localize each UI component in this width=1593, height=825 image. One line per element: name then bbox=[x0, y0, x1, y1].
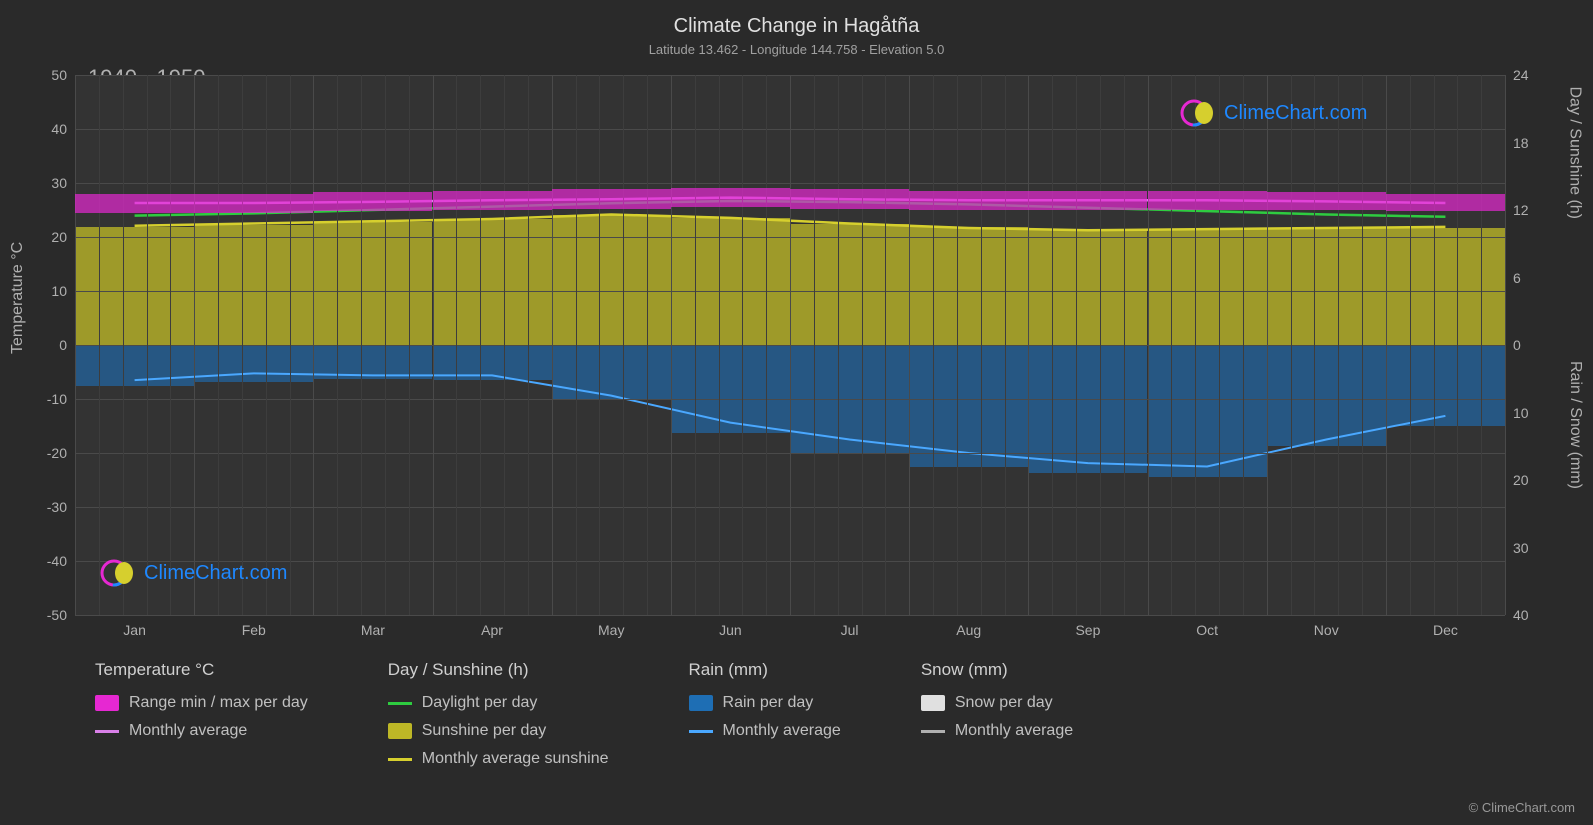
plot-area bbox=[75, 75, 1505, 615]
x-tick: Jan bbox=[123, 622, 146, 638]
y-tick-right: 6 bbox=[1513, 270, 1521, 286]
y-tick-left: 20 bbox=[51, 229, 67, 245]
temp-range-band bbox=[1028, 191, 1147, 210]
logo-bottom: ClimeChart.com bbox=[100, 555, 287, 591]
legend-label: Monthly average bbox=[723, 722, 841, 740]
legend-title: Snow (mm) bbox=[921, 660, 1073, 680]
temp-range-band bbox=[75, 194, 194, 213]
temp-range-band bbox=[552, 189, 671, 208]
y-tick-left: 50 bbox=[51, 67, 67, 83]
y-tick-left: 0 bbox=[59, 337, 67, 353]
legend-swatch bbox=[95, 730, 119, 733]
x-tick: Jul bbox=[841, 622, 859, 638]
copyright: © ClimeChart.com bbox=[1469, 800, 1575, 815]
legend-label: Rain per day bbox=[723, 694, 814, 712]
legend-title: Temperature °C bbox=[95, 660, 308, 680]
legend-item: Monthly average bbox=[95, 722, 308, 740]
temp-range-band bbox=[1386, 194, 1505, 211]
logo-top: ClimeChart.com bbox=[1180, 95, 1367, 131]
legend: Temperature °C Range min / max per day Mon… bbox=[95, 660, 1073, 768]
legend-swatch bbox=[388, 723, 412, 739]
x-tick: Mar bbox=[361, 622, 385, 638]
legend-swatch bbox=[689, 730, 713, 733]
y-tick-right: 12 bbox=[1513, 202, 1529, 218]
legend-label: Sunshine per day bbox=[422, 722, 547, 740]
logo-icon bbox=[1180, 95, 1216, 131]
y-tick-right: 18 bbox=[1513, 135, 1529, 151]
x-tick: May bbox=[598, 622, 624, 638]
y-tick-right: 40 bbox=[1513, 607, 1529, 623]
temp-range-band bbox=[313, 192, 432, 211]
temp-range-band bbox=[433, 191, 552, 210]
y-axis-left-label: Temperature °C bbox=[9, 242, 27, 354]
temp-range-band bbox=[671, 188, 790, 207]
legend-swatch bbox=[921, 695, 945, 711]
y-tick-right: 30 bbox=[1513, 540, 1529, 556]
temp-range-band bbox=[1267, 192, 1386, 210]
x-tick: Dec bbox=[1433, 622, 1458, 638]
legend-item: Sunshine per day bbox=[388, 722, 609, 740]
y-tick-left: -50 bbox=[47, 607, 67, 623]
x-tick: Aug bbox=[956, 622, 981, 638]
legend-label: Daylight per day bbox=[422, 694, 538, 712]
legend-title: Day / Sunshine (h) bbox=[388, 660, 609, 680]
temp-range-band bbox=[790, 189, 909, 208]
y-tick-right: 24 bbox=[1513, 67, 1529, 83]
legend-group: Rain (mm) Rain per day Monthly average bbox=[689, 660, 841, 768]
legend-label: Monthly average sunshine bbox=[422, 750, 609, 768]
legend-label: Snow per day bbox=[955, 694, 1053, 712]
y-tick-left: 10 bbox=[51, 283, 67, 299]
x-tick: Apr bbox=[481, 622, 503, 638]
logo-icon bbox=[100, 555, 136, 591]
chart-subtitle: Latitude 13.462 - Longitude 144.758 - El… bbox=[0, 42, 1593, 57]
temp-range-band bbox=[194, 194, 313, 213]
legend-item: Daylight per day bbox=[388, 694, 609, 712]
legend-label: Monthly average bbox=[955, 722, 1073, 740]
x-tick: Sep bbox=[1075, 622, 1100, 638]
legend-swatch bbox=[388, 702, 412, 705]
legend-item: Snow per day bbox=[921, 694, 1073, 712]
temp-range-band bbox=[909, 191, 1028, 210]
y-tick-left: -30 bbox=[47, 499, 67, 515]
chart-title: Climate Change in Hagåtña bbox=[0, 15, 1593, 38]
y-tick-right: 20 bbox=[1513, 472, 1529, 488]
legend-swatch bbox=[95, 695, 119, 711]
legend-swatch bbox=[388, 758, 412, 761]
legend-swatch bbox=[921, 730, 945, 733]
logo-text: ClimeChart.com bbox=[1224, 102, 1367, 125]
legend-item: Range min / max per day bbox=[95, 694, 308, 712]
legend-label: Monthly average bbox=[129, 722, 247, 740]
y-tick-left: -10 bbox=[47, 391, 67, 407]
y-tick-left: -40 bbox=[47, 553, 67, 569]
legend-group: Snow (mm) Snow per day Monthly average bbox=[921, 660, 1073, 768]
legend-title: Rain (mm) bbox=[689, 660, 841, 680]
x-tick: Oct bbox=[1196, 622, 1218, 638]
y-tick-left: 30 bbox=[51, 175, 67, 191]
y-tick-right: 0 bbox=[1513, 337, 1521, 353]
y-tick-left: -20 bbox=[47, 445, 67, 461]
y-axis-right-top-label: Day / Sunshine (h) bbox=[1566, 86, 1584, 219]
legend-item: Monthly average bbox=[921, 722, 1073, 740]
legend-label: Range min / max per day bbox=[129, 694, 308, 712]
logo-text: ClimeChart.com bbox=[144, 562, 287, 585]
y-tick-right: 10 bbox=[1513, 405, 1529, 421]
temp-range-band bbox=[1148, 191, 1267, 210]
x-tick: Feb bbox=[242, 622, 266, 638]
x-tick: Jun bbox=[719, 622, 742, 638]
y-axis-right-bottom-label: Rain / Snow (mm) bbox=[1566, 361, 1584, 489]
legend-group: Day / Sunshine (h) Daylight per day Sunshi… bbox=[388, 660, 609, 768]
legend-item: Monthly average bbox=[689, 722, 841, 740]
legend-item: Monthly average sunshine bbox=[388, 750, 609, 768]
legend-group: Temperature °C Range min / max per day Mon… bbox=[95, 660, 308, 768]
legend-item: Rain per day bbox=[689, 694, 841, 712]
legend-swatch bbox=[689, 695, 713, 711]
x-tick: Nov bbox=[1314, 622, 1339, 638]
y-tick-left: 40 bbox=[51, 121, 67, 137]
